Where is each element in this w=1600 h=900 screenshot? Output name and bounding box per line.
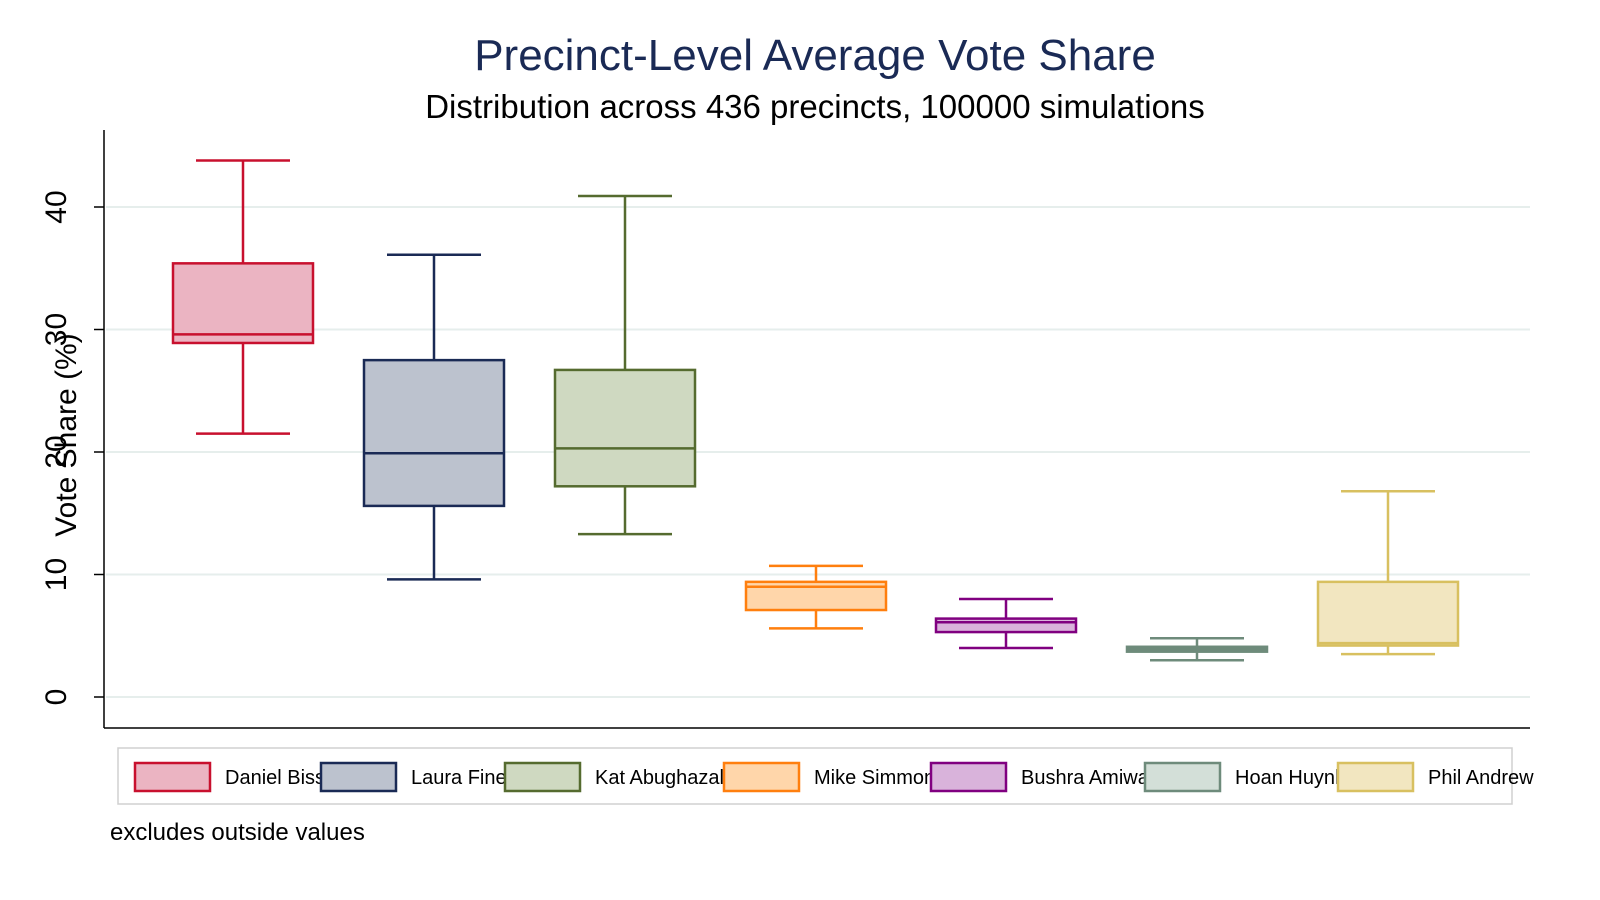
legend-item: Mike Simmons [722,761,945,793]
boxplots [171,159,1460,662]
iqr-box [171,262,315,345]
boxplot-kat-abughazaleh [553,194,697,536]
boxplot-daniel-biss [171,159,315,435]
legend-swatch [319,761,398,793]
legend-label: Hoan Huynh [1235,767,1346,789]
y-tick-label: 30 [40,313,73,346]
boxplot-bushra-amiwala [934,597,1078,650]
legend-label: Phil Andrew [1428,767,1534,789]
y-tick-label: 40 [40,190,73,223]
boxplot-mike-simmons [744,564,888,630]
iqr-box [934,617,1078,634]
boxplot-phil-andrew [1316,489,1460,656]
legend-label: Kat Abughazaleh [595,767,746,789]
legend-label: Laura Fine [411,767,507,789]
y-tick-label: 10 [40,558,73,591]
y-axis-ticks: 0 10 20 30 40 [40,190,104,705]
y-tick-label: 20 [40,435,73,468]
legend-label: Daniel Biss [225,767,325,789]
iqr-box [362,358,506,508]
boxplot-laura-fine [362,253,506,581]
legend-swatch [133,761,212,793]
y-tick-label: 0 [40,689,73,706]
legend: Daniel Biss Laura Fine Kat Abughazaleh Mike… [133,761,1534,793]
legend-item: Daniel Biss [133,761,325,793]
legend-item: Laura Fine [319,761,507,793]
legend-swatch [503,761,582,793]
legend-swatch [722,761,801,793]
legend-swatch [1336,761,1415,793]
chart-title: Precinct-Level Average Vote Share [474,31,1156,80]
legend-item: Bushra Amiwala [929,761,1165,793]
y-axis-label: Vote Share (%) [50,333,83,536]
legend-swatch [929,761,1008,793]
chart-note: excludes outside values [110,819,365,846]
legend-label: Bushra Amiwala [1021,767,1165,789]
legend-item: Kat Abughazaleh [503,761,746,793]
legend-item: Phil Andrew [1336,761,1534,793]
boxplot-hoan-huynh [1125,636,1269,662]
legend-label: Mike Simmons [814,767,945,789]
legend-item: Hoan Huynh [1143,761,1346,793]
iqr-box [1316,580,1460,647]
iqr-box [553,368,697,488]
legend-swatch [1143,761,1222,793]
chart-subtitle: Distribution across 436 precincts, 10000… [425,88,1205,125]
gridlines [106,206,1530,698]
